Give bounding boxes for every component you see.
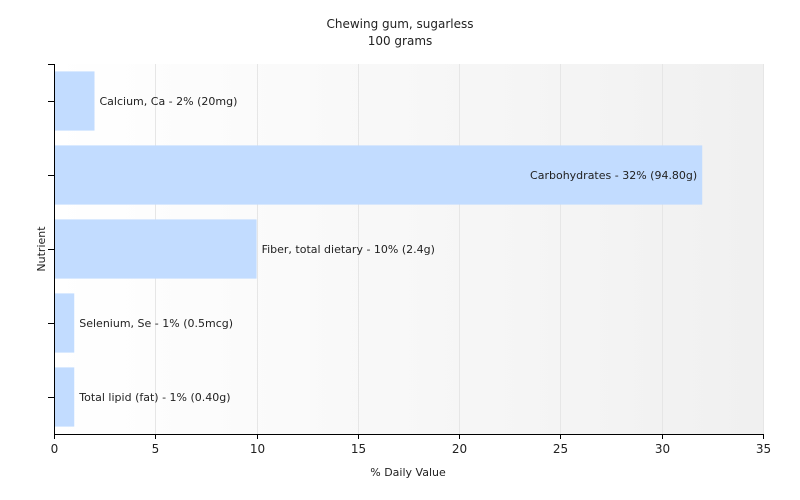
bar-label: Selenium, Se - 1% (0.5mcg) bbox=[79, 317, 233, 330]
x-tick-label: 35 bbox=[756, 442, 771, 456]
bar-label: Calcium, Ca - 2% (20mg) bbox=[100, 95, 238, 108]
x-tick-label: 10 bbox=[250, 442, 265, 456]
chart-title: Chewing gum, sugarless bbox=[326, 17, 473, 31]
bar bbox=[55, 71, 95, 131]
bar-label: Total lipid (fat) - 1% (0.40g) bbox=[78, 391, 230, 404]
x-axis-label: % Daily Value bbox=[370, 466, 446, 479]
x-tick-label: 30 bbox=[655, 442, 670, 456]
chart-subtitle: 100 grams bbox=[368, 34, 433, 48]
bar-label: Fiber, total dietary - 10% (2.4g) bbox=[262, 243, 435, 256]
bar bbox=[55, 367, 75, 427]
x-tick-label: 0 bbox=[51, 442, 59, 456]
x-tick-labels: 0 5 10 15 20 25 30 35 bbox=[51, 442, 771, 456]
bar bbox=[55, 145, 703, 205]
bar bbox=[55, 219, 257, 279]
x-tick-label: 20 bbox=[452, 442, 467, 456]
grid-lines bbox=[155, 64, 764, 434]
x-tick-label: 25 bbox=[553, 442, 568, 456]
bar bbox=[55, 293, 75, 353]
x-tick-label: 5 bbox=[152, 442, 160, 456]
bars: Calcium, Ca - 2% (20mg) Carbohydrates - 3… bbox=[55, 71, 703, 427]
y-axis-label: Nutrient bbox=[35, 226, 48, 272]
axes bbox=[48, 64, 764, 439]
x-tick-label: 15 bbox=[351, 442, 366, 456]
bar-label: Carbohydrates - 32% (94.80g) bbox=[530, 169, 697, 182]
